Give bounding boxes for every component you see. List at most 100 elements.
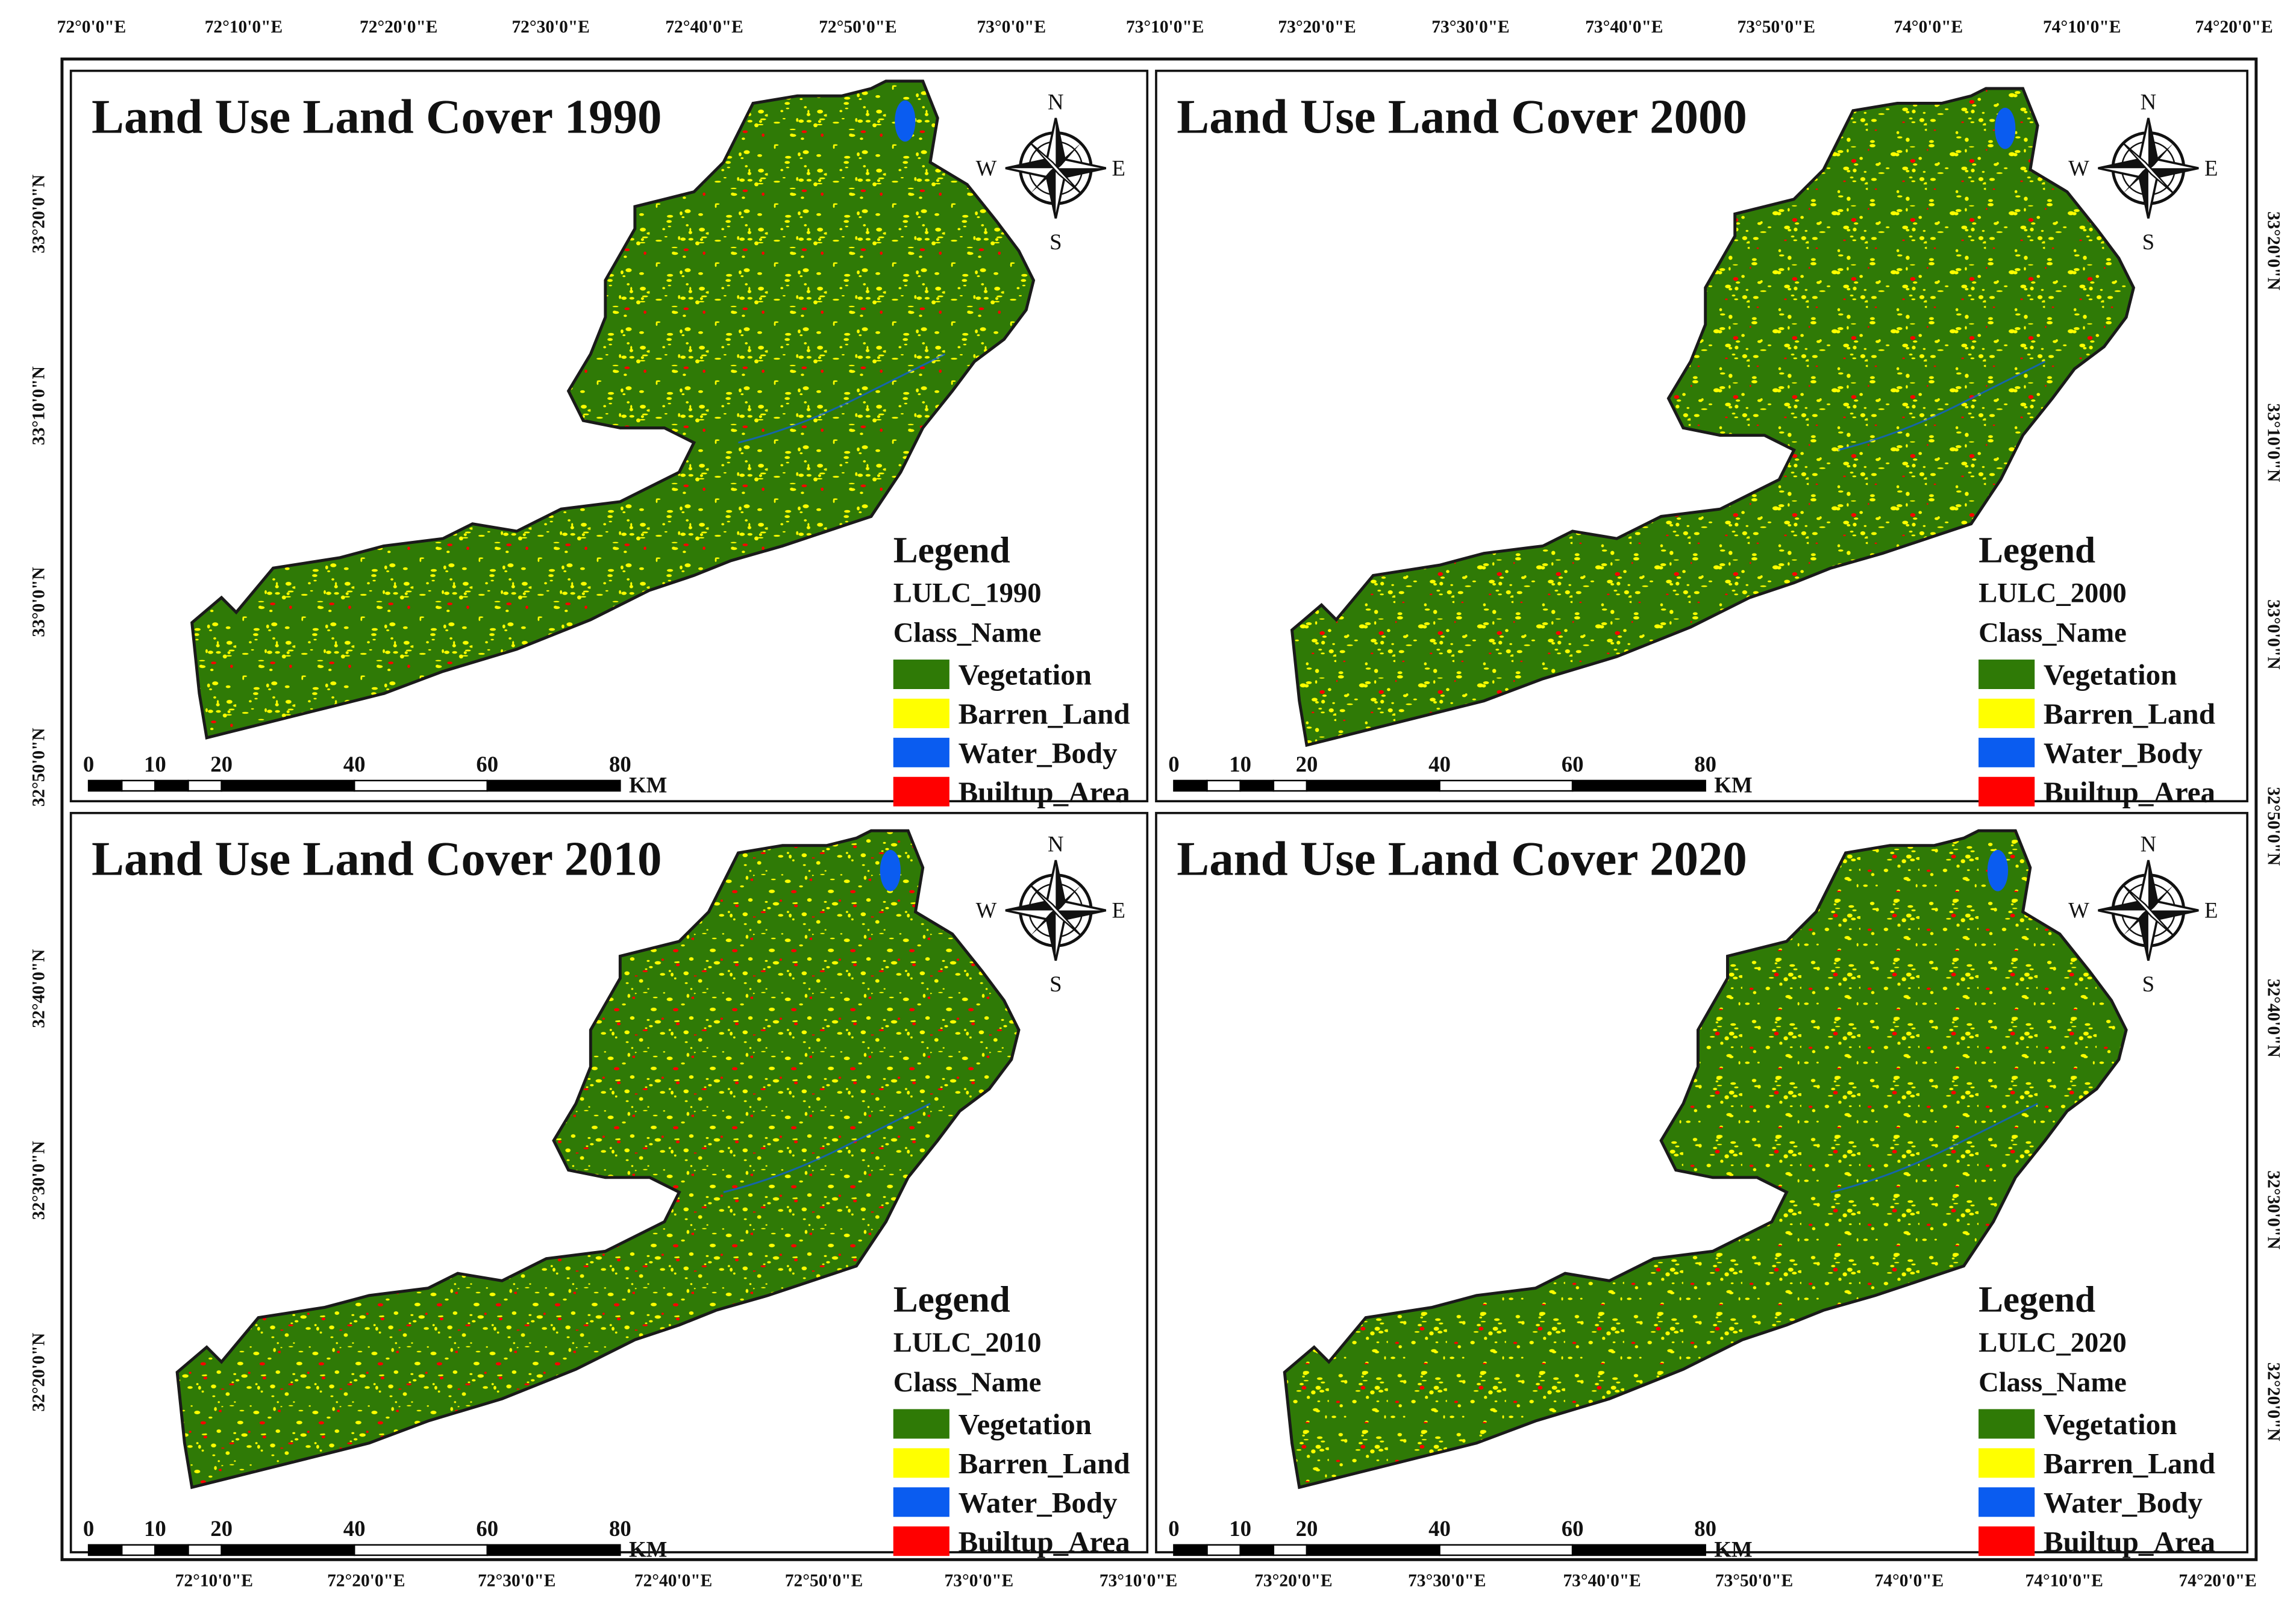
region-map	[192, 81, 1034, 738]
scale-label: 20	[1296, 752, 1318, 776]
scale-segment	[120, 779, 156, 792]
legend-heading: Legend	[1979, 529, 2095, 570]
right-axis-label: 32°50'0"N	[2263, 787, 2283, 866]
compass-w: W	[2068, 156, 2089, 181]
legend-class: Builtup_Area	[2044, 775, 2215, 808]
scale-segment	[1571, 779, 1706, 792]
scale-segment	[1272, 779, 1308, 792]
compass-n: N	[1048, 89, 1064, 114]
scale-unit: KM	[1714, 1537, 1752, 1561]
right-axis-label: 33°10'0"N	[2263, 403, 2283, 482]
scale-label: 80	[1694, 1516, 1716, 1541]
scale-segment	[486, 1544, 621, 1556]
right-axis-label: 32°40'0"N	[2263, 979, 2283, 1058]
left-axis-label: 32°50'0"N	[30, 728, 49, 807]
scale-segment	[1173, 779, 1208, 792]
scale-segment	[154, 779, 189, 792]
scale-segment	[353, 1544, 488, 1556]
scale-segment	[1206, 779, 1241, 792]
bottom-axis-label: 72°20'0"E	[327, 1571, 405, 1590]
map-panel: Land Use Land Cover 2020 N S W E Legend LULC_2…	[1155, 811, 2248, 1561]
top-axis-label: 73°10'0"E	[1126, 17, 1204, 37]
scale-label: 40	[1428, 1516, 1451, 1541]
scale-label: 20	[1296, 1516, 1318, 1541]
legend-swatch	[893, 776, 949, 807]
scale-segment	[187, 1544, 222, 1556]
top-axis-label: 72°0'0"E	[57, 17, 127, 37]
compass-e: E	[2204, 898, 2218, 923]
legend-heading: Legend	[893, 1279, 1010, 1320]
bottom-axis-label: 74°20'0"E	[2179, 1571, 2256, 1590]
river	[723, 1103, 931, 1193]
legend-class: Builtup_Area	[959, 775, 1130, 808]
top-axis-label: 73°0'0"E	[977, 17, 1046, 37]
water-body	[1987, 850, 2009, 891]
legend-field: Class_Name	[1979, 618, 2127, 649]
compass-n: N	[2141, 831, 2157, 856]
top-axis-label: 74°0'0"E	[1894, 17, 1963, 37]
compass-e: E	[2204, 156, 2218, 181]
compass-e: E	[1112, 898, 1125, 923]
bottom-axis-label: 74°0'0"E	[1875, 1571, 1944, 1590]
scale-label: 40	[1428, 752, 1451, 776]
legend-class: Barren_Land	[959, 698, 1130, 731]
panel-title: Land Use Land Cover 2010	[92, 832, 662, 886]
scale-segment	[221, 779, 355, 792]
legend-class: Builtup_Area	[959, 1525, 1130, 1558]
legend-class: Barren_Land	[2044, 1447, 2215, 1480]
water-body	[1995, 107, 2016, 149]
top-axis-label: 72°40'0"E	[665, 17, 743, 37]
legend-heading: Legend	[1979, 1279, 2095, 1320]
scale-segment	[353, 779, 488, 792]
outer-frame	[60, 57, 2258, 1561]
left-axis-label: 32°40'0"N	[30, 949, 49, 1028]
bottom-axis-label: 72°40'0"E	[634, 1571, 712, 1590]
scale-segment	[1272, 1544, 1308, 1556]
legend-class: Builtup_Area	[2044, 1525, 2215, 1558]
right-axis-label: 32°30'0"N	[2263, 1170, 2283, 1249]
scale-segment	[486, 779, 621, 792]
top-axis-label: 73°20'0"E	[1278, 17, 1356, 37]
scale-label: 80	[609, 1516, 631, 1541]
legend-heading: Legend	[893, 529, 1010, 570]
top-axis-label: 73°30'0"E	[1431, 17, 1509, 37]
bottom-axis-label: 74°10'0"E	[2025, 1571, 2103, 1590]
bottom-axis-label: 72°10'0"E	[175, 1571, 253, 1590]
bottom-axis-label: 73°20'0"E	[1254, 1571, 1332, 1590]
left-axis-label: 32°20'0"N	[30, 1333, 49, 1412]
left-axis-label: 33°20'0"N	[30, 175, 49, 254]
legend-swatch	[1979, 1526, 2035, 1556]
legend-field: Class_Name	[893, 1367, 1042, 1398]
river	[1838, 360, 2046, 451]
panel-title: Land Use Land Cover 2020	[1177, 832, 1747, 886]
scale-label: 80	[609, 752, 631, 776]
scale-segment	[1206, 1544, 1241, 1556]
legend-layer: LULC_1990	[893, 578, 1042, 608]
panel-title: Land Use Land Cover 2000	[1177, 90, 1747, 143]
scale-label: 0	[1168, 752, 1179, 776]
legend-swatch	[1979, 737, 2035, 767]
bottom-axis-label: 72°50'0"E	[785, 1571, 863, 1590]
compass-e: E	[1112, 156, 1125, 181]
scale-label: 20	[210, 752, 233, 776]
scale-segment	[1306, 1544, 1440, 1556]
scale-segment	[154, 1544, 189, 1556]
scale-label: 10	[144, 752, 166, 776]
scale-segment	[187, 779, 222, 792]
scale-unit: KM	[1714, 772, 1752, 797]
scale-segment	[87, 1544, 123, 1556]
compass-s: S	[1049, 229, 1062, 254]
scale-segment	[87, 779, 123, 792]
compass-w: W	[976, 156, 997, 181]
scale-segment	[1439, 1544, 1574, 1556]
scale-segment	[120, 1544, 156, 1556]
scale-label: 60	[1562, 1516, 1584, 1541]
scale-segment	[1571, 1544, 1706, 1556]
bottom-axis-label: 73°50'0"E	[1715, 1571, 1793, 1590]
legend-class: Vegetation	[2044, 658, 2177, 691]
left-axis-label: 33°10'0"N	[30, 366, 49, 445]
top-axis-label: 72°20'0"E	[360, 17, 437, 37]
scale-label: 40	[343, 752, 366, 776]
right-axis-label: 32°20'0"N	[2263, 1362, 2283, 1441]
scale-segment	[1239, 1544, 1275, 1556]
